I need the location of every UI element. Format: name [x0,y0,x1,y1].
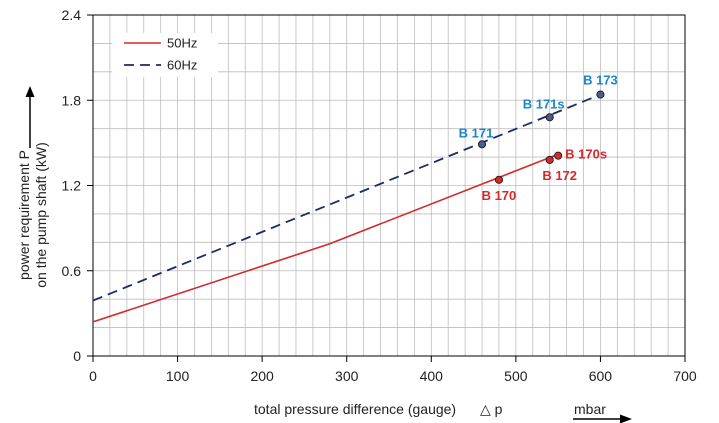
x-axis-title: total pressure difference (gauge) [254,401,456,417]
x-tick-label: 0 [89,368,97,384]
y-tick-label: 2.4 [62,7,82,23]
y-tick-label: 0.6 [62,263,82,279]
x-tick-label: 500 [504,368,528,384]
axes [87,14,686,362]
x-axis-unit: mbar [574,401,606,417]
x-tick-label: 400 [420,368,444,384]
label-b-171: B 171 [459,125,494,140]
y-tick-label: 1.8 [62,92,82,108]
x-axis-symbol: △ p [480,401,503,417]
marker-b-170 [494,175,503,184]
marker-b-172 [545,155,554,164]
legend-box [112,33,218,77]
label-b-170s: B 170s [565,147,607,162]
y-axis-title: power requirement P on the pump shaft (k… [16,142,49,288]
y-tick-label: 0 [73,348,81,364]
y-axis-title-line-2: on the pump shaft (kW) [33,142,49,288]
label-b-172: B 172 [542,168,577,183]
data-points: B 170 B 172 B 170s B 171 B 171s B 173 [459,73,618,203]
series [92,93,601,323]
y-axis-arrow [25,86,35,148]
y-axis-title-line-1: power requirement P [16,150,32,280]
x-tick-label: 700 [673,368,697,384]
x-axis-arrow [573,414,632,423]
label-b-171s: B 171s [523,96,565,111]
series-line-50hz [92,153,559,323]
y-tick-label: 1.2 [62,178,82,194]
label-b-173: B 173 [583,73,618,88]
x-tick-label: 600 [589,368,613,384]
marker-b-171 [477,140,487,149]
legend: 50Hz 60Hz [112,33,218,77]
legend-label-50hz: 50Hz [167,36,197,51]
x-tick-label: 100 [166,368,190,384]
x-tick-label: 300 [335,368,359,384]
marker-b-173 [596,90,605,99]
tick-labels: 0 100 200 300 400 500 600 700 0 0.6 1.2 1.8 2.4 [62,7,697,384]
label-b-170: B 170 [482,188,517,203]
legend-label-60hz: 60Hz [167,58,197,73]
series-line-60hz [92,93,601,302]
marker-b-171s [545,113,554,122]
marker-b-170s [554,151,563,160]
x-tick-label: 200 [250,368,274,384]
